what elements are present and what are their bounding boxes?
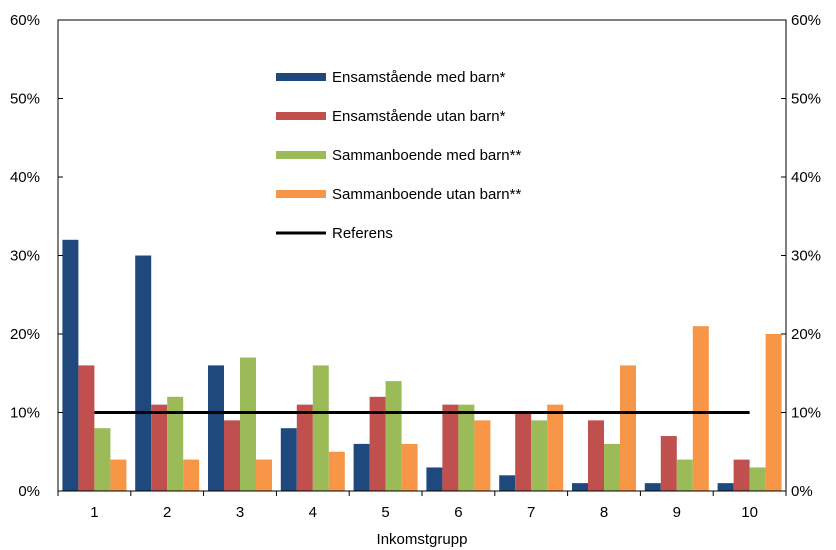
x-tick-label: 4 [309, 504, 317, 521]
bar [94, 428, 111, 491]
legend-label: Referens [332, 225, 393, 242]
x-tick-label: 3 [236, 504, 244, 521]
bar [588, 420, 604, 491]
x-tick-label: 9 [673, 504, 681, 521]
y-tick-label-left: 10% [10, 405, 40, 422]
y-tick-label-right: 40% [791, 169, 821, 186]
bar [458, 404, 475, 491]
bar [135, 255, 152, 491]
bar [515, 412, 532, 491]
x-tick-label: 5 [381, 504, 389, 521]
legend-label: Sammanboende med barn** [332, 147, 521, 164]
bar [328, 451, 345, 491]
bar [369, 396, 386, 491]
legend-label: Sammanboende utan barn** [332, 186, 521, 203]
bar [78, 365, 95, 491]
bar [733, 459, 750, 491]
legend-swatch [276, 190, 326, 198]
bar [499, 475, 516, 491]
bar [749, 467, 766, 491]
bar [240, 357, 256, 491]
bar [353, 443, 370, 491]
bar [224, 420, 240, 491]
y-tick-label-left: 50% [10, 91, 40, 108]
bar [442, 404, 459, 491]
x-axis-title: Inkomstgrupp [377, 531, 468, 548]
legend-swatch [276, 112, 326, 120]
bars-layer [62, 239, 782, 491]
bar [660, 436, 677, 491]
x-tick-label: 10 [741, 504, 758, 521]
bar [296, 404, 313, 491]
bar [604, 443, 620, 491]
legend-swatch [276, 151, 326, 159]
legend-swatch [276, 73, 326, 81]
bar [644, 483, 661, 491]
bar [717, 483, 734, 491]
bar [110, 459, 127, 491]
bar [531, 420, 548, 491]
x-tick-label: 2 [163, 504, 171, 521]
legend: Ensamstående med barn* Ensamstående utan … [276, 69, 521, 242]
y-tick-label-left: 30% [10, 248, 40, 265]
y-tick-label-right: 20% [791, 326, 821, 343]
y-tick-label-right: 10% [791, 405, 821, 422]
y-tick-label-left: 0% [18, 483, 40, 500]
y-tick-label-right: 0% [791, 483, 813, 500]
bar [280, 428, 297, 491]
bar [572, 483, 588, 491]
y-tick-label-right: 50% [791, 91, 821, 108]
bar [62, 239, 79, 491]
bar [620, 365, 636, 491]
bar [765, 334, 782, 491]
bar [208, 365, 224, 491]
y-tick-label-left: 20% [10, 326, 40, 343]
bar [401, 443, 418, 491]
bar [676, 459, 693, 491]
y-tick-label-right: 30% [791, 248, 821, 265]
legend-label: Ensamstående med barn* [332, 69, 506, 86]
bar [547, 404, 564, 491]
bar [183, 459, 200, 491]
y-tick-label-left: 60% [10, 12, 40, 29]
bar [256, 459, 272, 491]
bar [692, 326, 709, 491]
legend-label: Ensamstående utan barn* [332, 108, 506, 125]
bar [167, 396, 184, 491]
bar [426, 467, 443, 491]
x-tick-label: 8 [600, 504, 608, 521]
axes: 0% 0% 10% 10% 20% 20% 30% 30% 40% 40% 50% 50% 60% 60%… [10, 12, 821, 521]
x-tick-label: 7 [527, 504, 535, 521]
bar [385, 381, 402, 491]
bar [474, 420, 491, 491]
bar [151, 404, 168, 491]
y-tick-label-right: 60% [791, 12, 821, 29]
x-tick-label: 1 [90, 504, 98, 521]
x-tick-label: 6 [454, 504, 462, 521]
bar [312, 365, 329, 491]
y-tick-label-left: 40% [10, 169, 40, 186]
